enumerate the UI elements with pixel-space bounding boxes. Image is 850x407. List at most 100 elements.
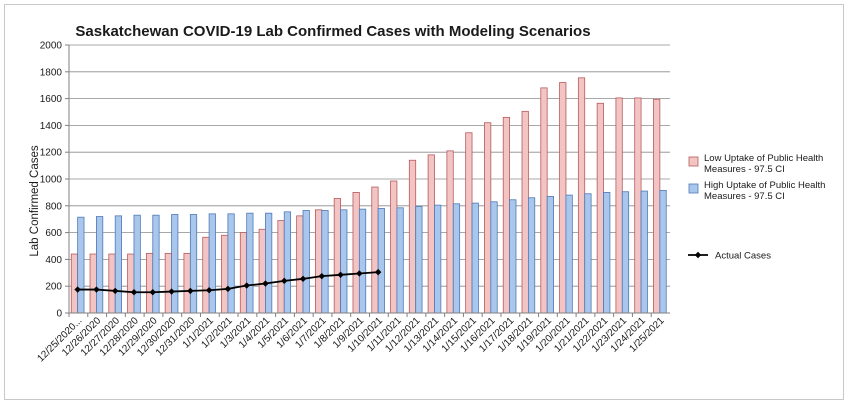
bars — [70, 77, 667, 314]
bar-low-uptake-1-16-2021 — [484, 122, 492, 314]
bar-high-uptake-1-3-2021 — [246, 212, 254, 314]
actual-cases-point-1-4-2021 — [262, 280, 269, 287]
bar-low-uptake-1-17-2021 — [502, 116, 511, 314]
bar-high-uptake-1-6-2021 — [302, 210, 310, 314]
bar-low-uptake-1-2-2021 — [221, 234, 229, 314]
legend-label-line-2: Measures - 97.5 CI — [704, 191, 785, 202]
bar-low-uptake-1-9-2021 — [352, 191, 360, 314]
bar-high-uptake-1-19-2021 — [546, 196, 554, 314]
bar-low-uptake-1-18-2021 — [521, 110, 529, 314]
bar-low-uptake-1-8-2021 — [333, 198, 341, 314]
y-tick-label-1200: 1200 — [40, 148, 63, 159]
bar-low-uptake-1-19-2021 — [540, 87, 548, 314]
bar-high-uptake-12-30-2020 — [171, 214, 179, 314]
bar-low-uptake-12-29-2020 — [145, 252, 154, 314]
bar-low-uptake-12-31-2020 — [183, 252, 191, 314]
actual-cases-point-12-25-2020 — [74, 286, 81, 293]
y-tick-label-600: 600 — [45, 228, 62, 239]
actual-cases-point-1-7-2021 — [318, 272, 325, 280]
bar-high-uptake-1-14-2021 — [452, 203, 461, 314]
bar-high-uptake-1-22-2021 — [603, 191, 611, 314]
legend-label-line-1: High Uptake of Public Health — [704, 180, 825, 191]
chart-title: Saskatchewan COVID-19 Lab Confirmed Case… — [75, 23, 590, 40]
bar-low-uptake-1-5-2021 — [277, 220, 285, 314]
bar-high-uptake-1-8-2021 — [340, 209, 348, 314]
legend: Low Uptake of Public Health Measures - 97… — [688, 153, 825, 262]
bar-high-uptake-1-13-2021 — [434, 204, 442, 314]
actual-cases-point-1-10-2021 — [374, 268, 382, 276]
y-tick-label-1800: 1800 — [40, 67, 63, 78]
bar-low-uptake-12-30-2020 — [164, 252, 172, 314]
y-tick-label-2000: 2000 — [40, 41, 63, 52]
actual-cases-point-12-31-2020 — [187, 287, 194, 295]
y-tick-label-1600: 1600 — [40, 94, 63, 105]
bar-low-uptake-1-20-2021 — [559, 82, 567, 314]
bar-low-uptake-1-1-2021 — [202, 236, 210, 314]
bar-low-uptake-1-23-2021 — [615, 97, 623, 314]
bar-high-uptake-1-18-2021 — [527, 197, 536, 314]
bar-high-uptake-1-9-2021 — [358, 208, 367, 314]
bar-low-uptake-1-11-2021 — [390, 180, 398, 314]
bar-low-uptake-1-12-2021 — [408, 159, 417, 314]
bar-high-uptake-1-25-2021 — [659, 189, 667, 314]
bar-high-uptake-1-23-2021 — [621, 191, 630, 314]
y-tick-label-0: 0 — [56, 309, 62, 320]
bar-low-uptake-1-3-2021 — [239, 232, 248, 314]
actual-cases-point-1-8-2021 — [337, 271, 344, 279]
bar-high-uptake-1-4-2021 — [265, 212, 273, 314]
bar-low-uptake-12-27-2020 — [108, 253, 116, 314]
actual-cases-point-12-26-2020 — [93, 286, 100, 293]
bar-low-uptake-1-25-2021 — [653, 98, 661, 314]
x-tick-labels: 12/25/2020...12/26/202012/27/202012/28/2… — [35, 313, 667, 364]
actual-cases-point-1-2-2021 — [224, 285, 232, 293]
actual-cases-point-1-1-2021 — [205, 287, 213, 294]
legend-label-line-2: Measures - 97.5 CI — [704, 164, 785, 175]
bar-low-uptake-1-6-2021 — [296, 215, 304, 314]
legend-label-line-1: Low Uptake of Public Health — [704, 153, 823, 164]
bar-low-uptake-12-25-2020 — [70, 253, 79, 314]
bar-low-uptake-12-28-2020 — [127, 253, 135, 314]
legend-marker-actual-cases — [694, 251, 702, 259]
legend-swatch-high-uptake — [688, 183, 699, 194]
bar-high-uptake-1-7-2021 — [321, 210, 329, 314]
bar-low-uptake-1-14-2021 — [446, 150, 454, 314]
bar-high-uptake-12-25-2020 — [77, 216, 85, 314]
actual-cases-point-12-29-2020 — [149, 289, 156, 296]
bar-low-uptake-1-7-2021 — [315, 209, 323, 314]
actual-cases-point-1-5-2021 — [281, 277, 288, 285]
bar-low-uptake-1-22-2021 — [596, 102, 604, 314]
bar-high-uptake-1-17-2021 — [509, 199, 517, 314]
bar-low-uptake-1-15-2021 — [465, 132, 473, 314]
bar-high-uptake-1-10-2021 — [377, 208, 385, 314]
bar-high-uptake-1-11-2021 — [396, 207, 404, 314]
bar-low-uptake-1-10-2021 — [371, 186, 379, 314]
chart-svg: Saskatchewan COVID-19 Lab Confirmed Case… — [29, 23, 825, 364]
y-tick-label-800: 800 — [45, 201, 62, 212]
y-tick-label-1000: 1000 — [40, 175, 63, 186]
bar-high-uptake-12-27-2020 — [114, 215, 122, 314]
legend-label-low-uptake: Low Uptake of Public Health Measures - 97… — [704, 153, 823, 175]
bar-low-uptake-1-13-2021 — [427, 154, 435, 314]
y-tick-label-400: 400 — [45, 255, 62, 266]
legend-label-high-uptake: High Uptake of Public Health Measures - 9… — [704, 180, 825, 202]
bar-high-uptake-12-26-2020 — [96, 216, 104, 314]
bar-low-uptake-1-4-2021 — [258, 228, 266, 314]
y-axis-label: Lab Confirmed Cases — [29, 145, 41, 256]
actual-cases-point-1-9-2021 — [356, 270, 363, 277]
bar-high-uptake-1-2-2021 — [227, 213, 235, 314]
bar-high-uptake-1-5-2021 — [283, 211, 292, 314]
bar-high-uptake-1-15-2021 — [471, 202, 479, 314]
bar-high-uptake-1-16-2021 — [490, 201, 498, 314]
actual-cases-point-12-30-2020 — [168, 288, 175, 295]
y-tick-label-1400: 1400 — [40, 121, 63, 132]
actual-cases-line — [74, 268, 382, 296]
chart-frame: Saskatchewan COVID-19 Lab Confirmed Case… — [4, 4, 844, 400]
legend-label-actual-cases: Actual Cases — [715, 251, 771, 262]
actual-cases-point-12-27-2020 — [112, 287, 119, 295]
actual-cases-point-1-3-2021 — [243, 282, 250, 289]
bar-high-uptake-1-24-2021 — [640, 190, 648, 314]
bar-low-uptake-1-24-2021 — [634, 97, 642, 314]
bar-high-uptake-1-12-2021 — [415, 206, 423, 314]
bar-high-uptake-12-31-2020 — [189, 214, 198, 314]
bar-high-uptake-12-28-2020 — [133, 214, 141, 314]
